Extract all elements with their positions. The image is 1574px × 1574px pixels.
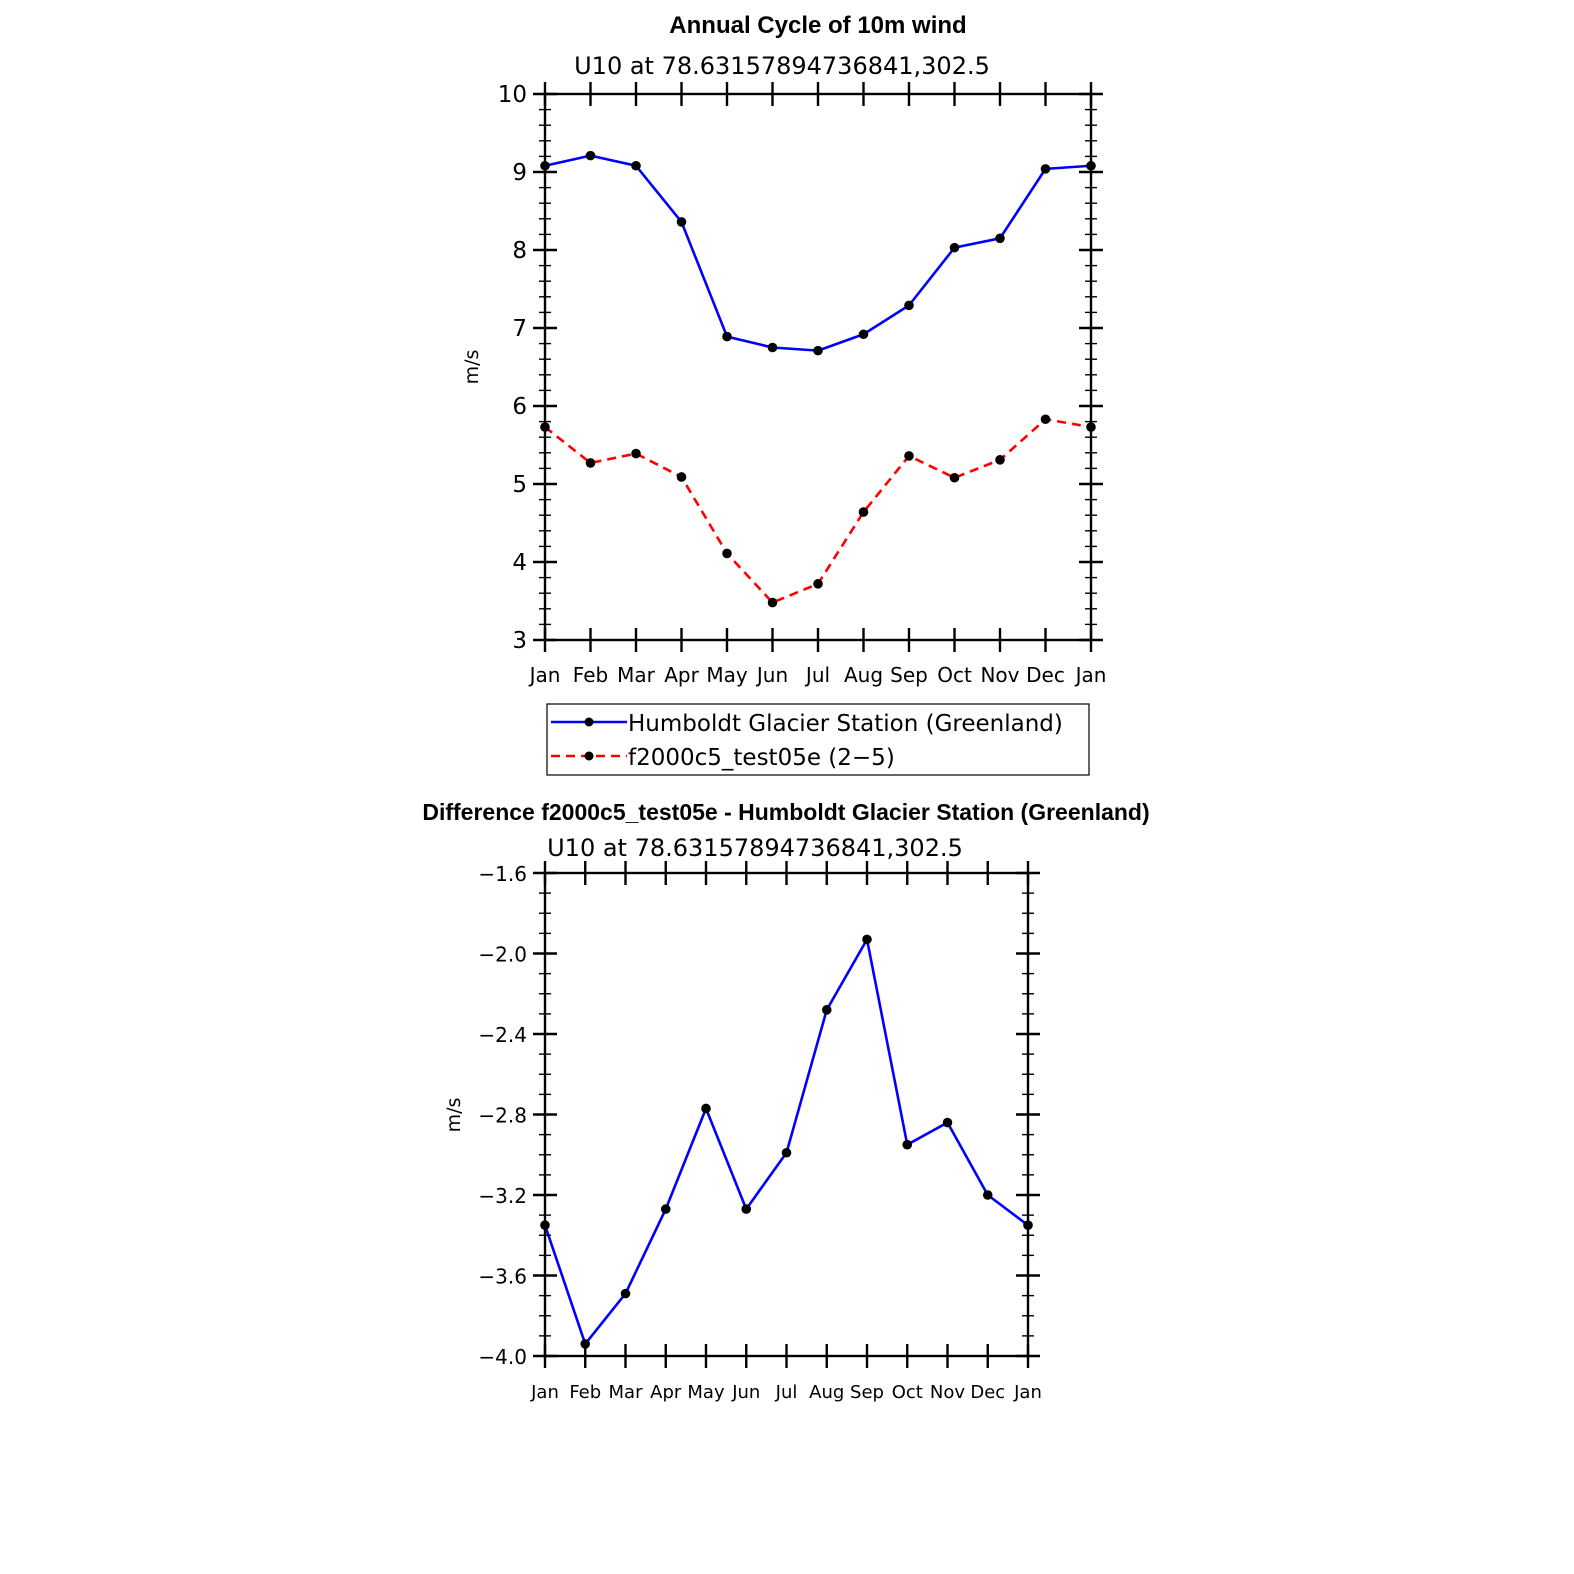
data-point-0 [722, 331, 732, 342]
plot-frame [543, 871, 1030, 1358]
data-point-1 [949, 472, 960, 483]
y-tick-label: −2.0 [478, 943, 527, 967]
y-tick-label: −2.8 [478, 1104, 527, 1128]
chart-title: Annual Cycle of 10m wind [669, 12, 966, 39]
series-line-0 [543, 938, 1029, 1346]
legend-label-model: f2000c5_test05e (2−5) [628, 745, 895, 771]
x-tick-label: Jul [775, 1382, 798, 1403]
data-point-0 [904, 300, 914, 311]
y-tick-label: −2.4 [478, 1023, 527, 1047]
legend-marker-model [584, 751, 594, 761]
data-point-0 [995, 233, 1005, 244]
x-tick-label: Mar [609, 1382, 644, 1403]
data-point-0 [620, 1288, 631, 1299]
x-tick-label: Sep [850, 1382, 884, 1403]
data-point-1 [631, 448, 641, 459]
x-tick-label: Aug [844, 663, 883, 687]
x-tick-label: Mar [617, 663, 656, 687]
data-point-1 [676, 472, 687, 482]
y-tick-label: 6 [512, 394, 527, 420]
data-point-1 [767, 597, 778, 608]
y-tick-label: −4.0 [478, 1345, 527, 1369]
data-point-0 [982, 1190, 993, 1200]
legend: Humboldt Glacier Station (Greenland) f20… [546, 703, 1090, 776]
x-tick-label: Jan [1013, 1382, 1042, 1403]
x-tick-label: May [687, 1382, 725, 1403]
data-point-0 [741, 1204, 752, 1214]
y-axis-label: m/s [461, 350, 483, 385]
y-tick-label: 4 [512, 550, 527, 576]
difference-chart: Difference f2000c5_test05e - Humboldt Gl… [422, 799, 1149, 1403]
data-point-0 [631, 160, 641, 171]
x-tick-label: Jul [804, 663, 830, 687]
data-point-0 [902, 1139, 913, 1150]
x-tick-label: Nov [980, 663, 1019, 687]
x-tick-label: Nov [930, 1382, 965, 1403]
data-point-0 [949, 242, 960, 253]
legend-label-obs: Humboldt Glacier Station (Greenland) [628, 711, 1063, 737]
chart-subtitle: U10 at 78.63157894736841,302.5 [547, 834, 963, 862]
data-point-0 [781, 1147, 792, 1158]
legend-marker-obs [584, 717, 594, 727]
data-point-0 [1040, 164, 1051, 174]
series-line-0 [544, 154, 1092, 352]
data-point-0 [813, 345, 823, 356]
y-tick-label: 8 [512, 238, 527, 264]
x-tick-label: Feb [573, 663, 608, 687]
data-point-0 [942, 1117, 953, 1128]
y-tick-label: 3 [512, 628, 527, 654]
x-tick-label: Sep [890, 663, 928, 687]
y-tick-label: 9 [512, 160, 527, 186]
x-tick-label: Apr [650, 1382, 682, 1403]
data-point-0 [585, 150, 596, 161]
x-tick-label: Jan [530, 1382, 559, 1403]
x-tick-label: Apr [664, 663, 699, 687]
x-tick-label: Dec [1026, 663, 1065, 687]
y-tick-label: −1.6 [478, 862, 527, 886]
y-tick-label: −3.2 [478, 1184, 527, 1208]
x-tick-label: Jun [755, 663, 788, 687]
data-point-0 [660, 1204, 671, 1214]
chart-subtitle: U10 at 78.63157894736841,302.5 [574, 52, 990, 80]
chart-title: Difference f2000c5_test05e - Humboldt Gl… [422, 799, 1149, 825]
data-point-1 [722, 548, 732, 559]
y-tick-label: 7 [512, 316, 527, 342]
x-tick-label: Oct [892, 1382, 923, 1403]
data-point-0 [821, 1005, 832, 1015]
x-tick-label: Feb [569, 1382, 601, 1403]
data-point-0 [767, 342, 778, 353]
x-tick-label: Jun [731, 1382, 760, 1403]
series-line-1 [544, 417, 1092, 604]
data-point-1 [904, 451, 914, 461]
annual-cycle-chart: Annual Cycle of 10m wind U10 at 78.63157… [461, 12, 1107, 776]
y-tick-label: 5 [512, 472, 527, 498]
data-point-1 [858, 507, 869, 517]
data-point-0 [701, 1103, 711, 1114]
y-axis-label: m/s [443, 1098, 465, 1133]
data-point-1 [995, 455, 1005, 465]
x-tick-label: Jan [1074, 663, 1107, 687]
y-tick-label: −3.6 [478, 1265, 527, 1289]
x-tick-label: Jan [528, 663, 561, 687]
data-point-1 [813, 579, 823, 589]
x-tick-label: Oct [937, 663, 972, 687]
data-point-0 [580, 1339, 591, 1349]
data-point-0 [676, 217, 687, 227]
y-tick-label: 10 [498, 82, 527, 108]
x-tick-label: Dec [970, 1382, 1005, 1403]
x-tick-label: May [706, 663, 748, 687]
data-point-0 [862, 934, 872, 945]
x-tick-label: Aug [809, 1382, 844, 1403]
data-point-0 [858, 329, 869, 340]
data-point-1 [585, 458, 596, 468]
plot-frame [543, 92, 1093, 642]
legend-box [546, 703, 1090, 776]
data-point-1 [1040, 414, 1051, 425]
